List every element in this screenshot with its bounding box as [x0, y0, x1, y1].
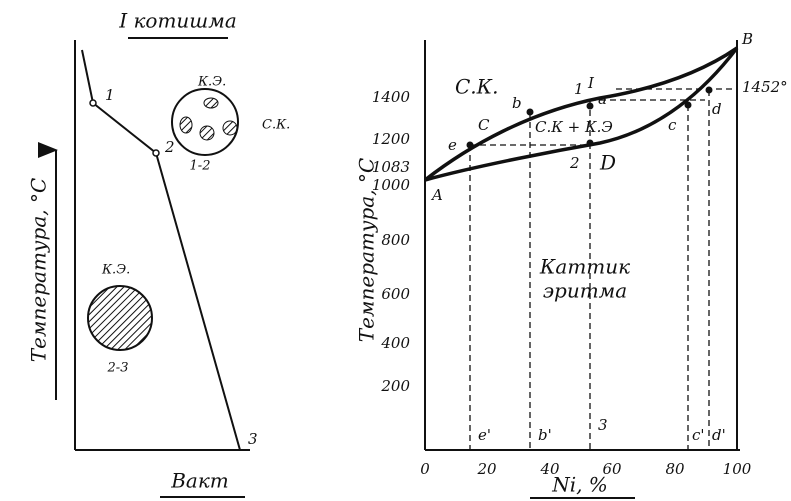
point-label: I [587, 74, 595, 92]
phase-diagram-panel: 1400 1200 1083 1000 800 600 400 200 0 20… [355, 30, 788, 498]
y-tick-label: 200 [380, 377, 410, 395]
projection-label: c' [692, 426, 705, 444]
point-label: 2 [569, 154, 580, 172]
point-label: e [448, 136, 457, 154]
x-tick-label: 20 [476, 460, 497, 478]
point-label: B [741, 30, 753, 48]
projection-label: d' [712, 426, 726, 444]
region-label: эритма [543, 279, 627, 303]
region-label: С.К. [455, 75, 499, 99]
liquidus [425, 48, 737, 180]
grain [180, 117, 192, 133]
y-tick-label: 800 [381, 231, 410, 249]
point-label: D [599, 151, 616, 175]
projection-label: b' [538, 426, 552, 444]
point-label: b [512, 94, 522, 112]
inset-range: 1-2 [190, 159, 211, 174]
point-label: C [478, 116, 490, 134]
grain [204, 98, 218, 108]
inset-circle [88, 286, 152, 350]
inset-label: С.К. [262, 118, 290, 133]
grain [200, 126, 214, 140]
region-label: С.К + К.Э [535, 118, 613, 136]
point-label: 3 [248, 430, 258, 448]
y-tick-label: 400 [380, 334, 410, 352]
x-tick-label: 0 [420, 460, 430, 478]
x-axis-label: Ni, % [551, 473, 608, 497]
inset-range: 2-3 [107, 361, 129, 376]
solidus [425, 48, 737, 180]
cooling-curve [82, 50, 240, 450]
point-label: c [668, 116, 677, 134]
point [527, 109, 534, 116]
point [467, 142, 474, 149]
point [90, 100, 96, 106]
projection-label: 3 [598, 416, 608, 434]
x-tick-label: 100 [723, 460, 752, 478]
point-label: 1 [105, 86, 115, 104]
point [685, 102, 692, 109]
y-tick-label: 1400 [372, 88, 411, 106]
point-label: 2 [164, 138, 175, 156]
grain [223, 121, 237, 135]
point-label: A [430, 186, 443, 204]
y-tick-label: 600 [381, 285, 410, 303]
region-label: Каттик [539, 255, 630, 279]
point-label: d [712, 100, 722, 118]
melt-label: 1452° [742, 78, 788, 96]
point-label: a [598, 90, 607, 108]
inset-label: К.Э. [197, 75, 226, 90]
x-tick-label: 80 [665, 460, 685, 478]
point-label: 1 [574, 80, 584, 98]
cooling-curve-panel: I котишма 1 2 3 К.Э. С.К. 1-2 К.Э. 2-3 Т… [27, 9, 291, 498]
inset-label: К.Э. [101, 263, 130, 278]
projection-label: e' [478, 426, 491, 444]
point [587, 103, 594, 110]
x-axis-label: Вакт [170, 469, 229, 493]
title: I котишма [118, 9, 237, 33]
figure: I котишма 1 2 3 К.Э. С.К. 1-2 К.Э. 2-3 Т… [0, 0, 791, 501]
point [706, 87, 713, 94]
y-axis-label: Температура, °С [355, 158, 379, 343]
point [153, 150, 159, 156]
y-axis-label: Температура, °С [27, 178, 51, 363]
y-tick-label: 1200 [372, 130, 411, 148]
point [587, 140, 594, 147]
